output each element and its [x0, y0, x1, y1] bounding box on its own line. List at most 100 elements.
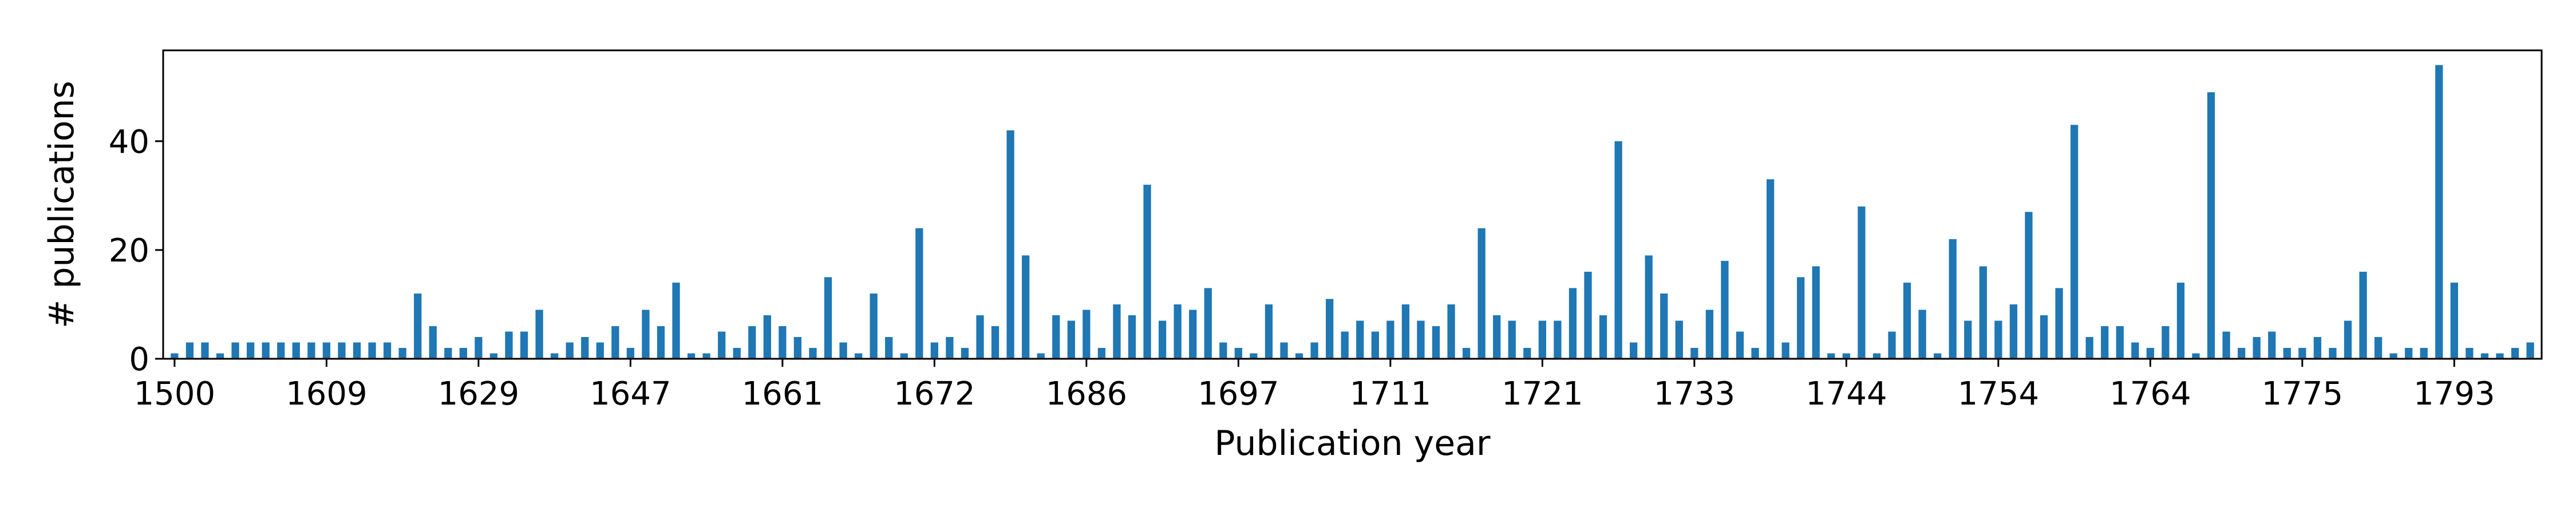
- x-tick-label: 1775: [2262, 375, 2344, 413]
- x-tick-label: 1609: [286, 375, 368, 413]
- x-tick-label: 1744: [1805, 375, 1887, 413]
- bar: [779, 326, 787, 359]
- bar: [1918, 310, 1926, 359]
- bar: [1751, 347, 1759, 359]
- bar: [793, 336, 802, 359]
- bar: [1037, 353, 1045, 359]
- bar: [368, 342, 376, 359]
- bar: [702, 353, 710, 359]
- bar: [2283, 347, 2291, 359]
- bar: [1766, 179, 1775, 359]
- bar: [2313, 336, 2322, 359]
- plot-frame: [162, 49, 2543, 360]
- bar: [885, 336, 893, 359]
- bar: [535, 310, 543, 359]
- bar: [292, 342, 300, 359]
- bar: [353, 342, 361, 359]
- bar: [444, 347, 452, 359]
- bar: [2085, 336, 2093, 359]
- x-axis-ticks: 1500 1609 1629 1647 1661 1672 1686 1697 1711 1721…: [134, 359, 2495, 413]
- bar: [596, 342, 604, 359]
- bar: [946, 336, 954, 359]
- bar: [2329, 347, 2337, 359]
- bar: [1660, 293, 1668, 359]
- bar: [1781, 342, 1789, 359]
- bar: [1128, 315, 1136, 359]
- bar: [855, 353, 863, 359]
- bar: [1508, 320, 1516, 359]
- bar: [1067, 320, 1075, 359]
- bar: [1630, 342, 1638, 359]
- x-tick-label: 1721: [1502, 375, 1583, 413]
- bar: [1994, 320, 2002, 359]
- bar: [1082, 310, 1091, 359]
- bar: [1052, 315, 1060, 359]
- bar: [520, 331, 528, 359]
- bar: [1204, 288, 1212, 359]
- bar: [1174, 304, 1182, 359]
- bar: [870, 293, 878, 359]
- bar: [566, 342, 574, 359]
- bar: [1949, 239, 1957, 359]
- bar: [748, 326, 756, 359]
- bar: [551, 353, 559, 359]
- bar: [1371, 331, 1379, 359]
- bar: [915, 228, 923, 359]
- bar: [2101, 326, 2109, 359]
- bar: [1736, 331, 1744, 359]
- bar: [2374, 336, 2383, 359]
- bar: [505, 331, 513, 359]
- bar: [718, 331, 726, 359]
- bar: [1158, 320, 1167, 359]
- bar: [1645, 255, 1653, 359]
- bar: [1462, 347, 1471, 359]
- y-tick-label: 0: [129, 341, 149, 378]
- bar: [1250, 353, 1258, 359]
- bar: [1888, 331, 1896, 359]
- bar: [1326, 299, 1334, 359]
- bar: [1872, 353, 1881, 359]
- bar: [201, 342, 209, 359]
- bar: [1979, 266, 1987, 359]
- bar: [277, 342, 285, 359]
- bar: [1022, 255, 1030, 359]
- bar: [2298, 347, 2306, 359]
- x-tick-label: 1686: [1046, 375, 1128, 413]
- bar: [2192, 353, 2200, 359]
- bar: [1964, 320, 1972, 359]
- bar: [1675, 320, 1683, 359]
- bar: [961, 347, 969, 359]
- x-tick-label: 1711: [1350, 375, 1432, 413]
- bar: [581, 336, 589, 359]
- bar: [2025, 212, 2033, 359]
- bar: [2055, 288, 2063, 359]
- bar: [414, 293, 422, 359]
- bar: [2009, 304, 2018, 359]
- bar: [733, 347, 741, 359]
- bar: [839, 342, 847, 359]
- bar: [1568, 288, 1577, 359]
- bar: [1417, 320, 1425, 359]
- bar: [475, 336, 483, 359]
- bar: [2405, 347, 2413, 359]
- bar: [1705, 310, 1714, 359]
- bar: [1812, 266, 1820, 359]
- x-tick-label: 1733: [1654, 375, 1736, 413]
- bar: [1310, 342, 1318, 359]
- bar: [2146, 347, 2154, 359]
- x-tick-label: 1754: [1958, 375, 2040, 413]
- bar: [2131, 342, 2139, 359]
- x-axis-label: Publication year: [1214, 423, 1491, 464]
- bar: [307, 342, 315, 359]
- bar: [2435, 65, 2443, 359]
- bar: [642, 310, 650, 359]
- bar: [1477, 228, 1485, 359]
- x-tick-label: 1697: [1198, 375, 1279, 413]
- bar: [1934, 353, 1942, 359]
- bar: [2359, 271, 2367, 359]
- bar: [2176, 282, 2185, 359]
- y-tick-label: 40: [109, 124, 149, 161]
- x-tick-label: 1661: [742, 375, 824, 413]
- bar: [398, 347, 406, 359]
- bar: [626, 347, 635, 359]
